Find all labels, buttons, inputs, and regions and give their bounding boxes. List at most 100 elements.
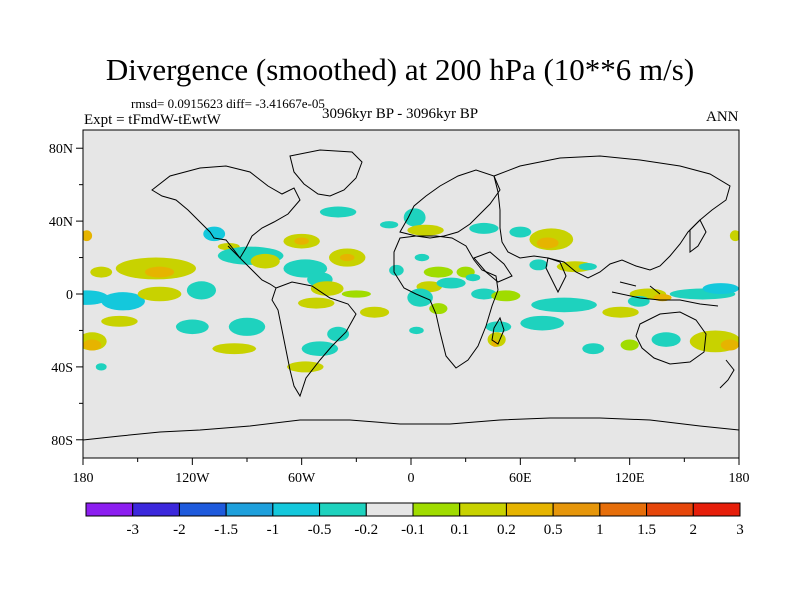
colorbar-label-1: -2 xyxy=(173,522,186,538)
divergence-region-70 xyxy=(702,283,739,294)
experiment-label: Expt = tFmdW-tEwtW xyxy=(84,112,221,128)
divergence-region-52 xyxy=(529,259,548,271)
colorbar-label-0: -3 xyxy=(126,522,139,538)
divergence-region-35 xyxy=(407,224,444,236)
divergence-region-69 xyxy=(720,339,739,351)
divergence-region-24 xyxy=(310,281,344,296)
coastline-indonesia xyxy=(611,281,719,307)
divergence-region-46 xyxy=(536,237,559,249)
colorbar-label-13: 3 xyxy=(736,522,744,538)
colorbar-label-2: -1.5 xyxy=(214,522,238,538)
map-axes: 180 120W 60W 0 60E 120E 180 80N 40N 0 40S 80S xyxy=(49,142,750,486)
divergence-region-48 xyxy=(436,277,466,289)
coastline-north-america xyxy=(151,165,301,259)
divergence-region-6 xyxy=(137,286,182,302)
divergence-region-54 xyxy=(578,263,597,271)
divergence-fields xyxy=(83,206,739,373)
divergence-region-27 xyxy=(341,290,371,298)
colorbar-box-13 xyxy=(692,502,741,517)
x-tick-label-5: 120E xyxy=(615,471,645,486)
divergence-region-10 xyxy=(95,363,107,371)
divergence-region-12 xyxy=(186,281,217,300)
divergence-region-21 xyxy=(319,206,357,218)
colorbar-label-12: 2 xyxy=(690,522,698,538)
coastlines xyxy=(83,149,739,441)
divergence-region-41 xyxy=(409,326,424,335)
divergence-region-60 xyxy=(582,343,605,355)
colorbar-box-11 xyxy=(599,502,648,517)
divergence-region-61 xyxy=(602,306,639,318)
colorbar-box-0 xyxy=(85,502,134,517)
colorbar-label-9: 0.5 xyxy=(544,522,563,538)
period-label: 3096kyr BP - 3096kyr BP xyxy=(322,106,479,122)
divergence-region-26 xyxy=(339,253,355,262)
y-tick-label-3: 40S xyxy=(51,361,73,376)
colorbar-label-4: -0.5 xyxy=(308,522,332,538)
colorbar-label-5: -0.2 xyxy=(354,522,378,538)
divergence-region-33 xyxy=(380,221,399,229)
x-tick-label-1: 120W xyxy=(175,471,210,486)
colorbar-box-1 xyxy=(132,502,180,517)
colorbar-box-3 xyxy=(225,502,274,517)
divergence-region-30 xyxy=(301,341,339,356)
divergence-region-0 xyxy=(83,230,93,242)
divergence-region-3 xyxy=(101,292,145,311)
colorbar-box-10 xyxy=(552,502,601,517)
colorbar-label-7: 0.1 xyxy=(450,522,469,538)
y-tick-label-4: 80S xyxy=(51,434,73,449)
y-tick-label-0: 80N xyxy=(49,142,73,157)
colorbar-label-6: -0.1 xyxy=(401,522,425,538)
coastline-africa xyxy=(393,235,499,369)
colorbar-label-3: -1 xyxy=(267,522,280,538)
coastline-antarctica xyxy=(83,417,739,441)
divergence-region-14 xyxy=(212,343,257,355)
colorbar-box-7 xyxy=(412,502,461,517)
divergence-region-34 xyxy=(403,208,426,227)
coastline-japan xyxy=(689,219,707,253)
divergence-region-56 xyxy=(520,315,565,331)
x-tick-label-3: 0 xyxy=(408,471,415,486)
divergence-region-28 xyxy=(298,297,335,309)
divergence-region-32 xyxy=(359,306,390,318)
y-tick-label-1: 40N xyxy=(49,215,73,230)
coastline-india xyxy=(545,257,567,294)
chart-title: Divergence (smoothed) at 200 hPa (10**6 … xyxy=(105,52,695,87)
divergence-region-20 xyxy=(294,237,309,245)
colorbar-label-10: 1 xyxy=(596,522,604,538)
divergence-region-11 xyxy=(175,319,209,335)
divergence-region-29 xyxy=(327,326,350,342)
colorbar-label-11: 1.5 xyxy=(637,522,656,538)
divergence-region-55 xyxy=(531,297,597,313)
divergence-region-57 xyxy=(485,321,512,333)
divergence-region-2 xyxy=(90,266,113,278)
x-tick-label-4: 60E xyxy=(509,471,532,486)
colorbar-box-5 xyxy=(319,502,367,517)
divergence-region-66 xyxy=(651,332,681,347)
divergence-region-38 xyxy=(423,266,453,278)
y-tick-label-2: 0 xyxy=(66,288,73,303)
divergence-region-51 xyxy=(491,290,521,302)
colorbar-box-6 xyxy=(365,502,414,517)
x-tick-label-2: 60W xyxy=(288,471,316,486)
coastline-new-zealand xyxy=(719,359,735,389)
colorbar-box-4 xyxy=(272,502,321,517)
coastline-asia xyxy=(493,155,731,279)
divergence-region-43 xyxy=(469,222,499,234)
coastline-greenland xyxy=(289,149,363,197)
divergence-region-50 xyxy=(471,288,497,300)
divergence-region-9 xyxy=(83,339,102,351)
divergence-region-49 xyxy=(465,273,481,282)
divergence-region-31 xyxy=(287,361,324,373)
divergence-region-42 xyxy=(429,303,448,315)
colorbar-label-8: 0.2 xyxy=(497,522,516,538)
divergence-region-67 xyxy=(620,339,639,351)
coastline-south-america xyxy=(271,281,357,398)
season-label: ANN xyxy=(706,109,739,125)
x-tick-label-0: 180 xyxy=(73,471,94,486)
colorbar-box-9 xyxy=(505,502,554,517)
x-tick-label-6: 180 xyxy=(729,471,750,486)
colorbar-box-12 xyxy=(646,502,694,517)
rmsd-label: rmsd= 0.0915623 diff= -3.41667e-05 xyxy=(131,96,325,111)
coastline-australia xyxy=(635,311,707,365)
